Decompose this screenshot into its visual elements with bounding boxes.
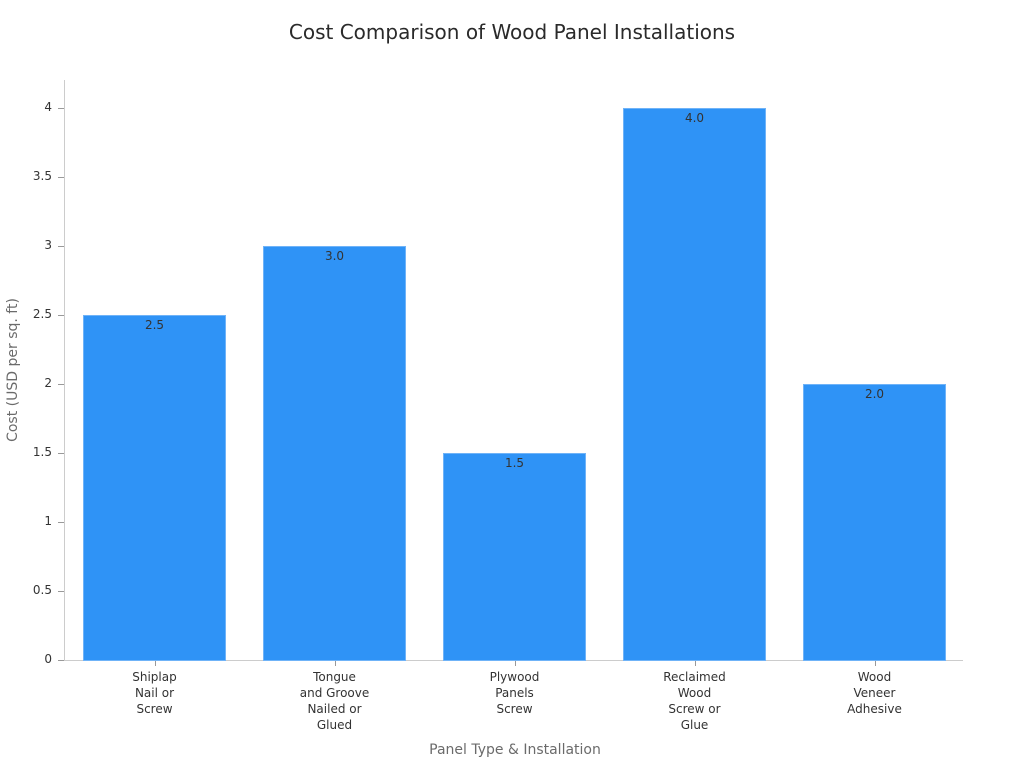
- x-tick: [694, 661, 696, 666]
- y-tick: [58, 522, 64, 523]
- x-tick: [154, 661, 156, 666]
- x-tick: [874, 661, 876, 666]
- bar[interactable]: [803, 384, 946, 661]
- y-tick-label: 1: [44, 514, 52, 528]
- y-tick: [58, 660, 64, 661]
- y-tick-label: 0.5: [32, 583, 52, 597]
- y-tick: [58, 591, 64, 592]
- bar-value-label: 2.0: [864, 387, 885, 401]
- y-tick-label: 3: [44, 238, 52, 252]
- y-tick-label: 2.5: [32, 307, 52, 321]
- y-tick: [58, 246, 64, 247]
- bar-value-label: 3.0: [324, 249, 345, 263]
- x-tick-label: Plywood Panels Screw: [489, 670, 540, 716]
- y-tick: [58, 384, 64, 385]
- y-axis-line: [64, 80, 65, 661]
- chart-title: Cost Comparison of Wood Panel Installati…: [288, 20, 736, 44]
- x-axis-title: Panel Type & Installation: [429, 742, 601, 758]
- y-tick-label: 1.5: [32, 445, 52, 459]
- y-tick-label: 2: [44, 376, 52, 390]
- y-tick: [58, 177, 64, 178]
- y-axis-title: Cost (USD per sq. ft): [5, 298, 21, 442]
- bar-value-label: 4.0: [684, 111, 705, 125]
- bar-value-label: 2.5: [144, 318, 165, 332]
- y-tick: [58, 453, 64, 454]
- x-tick-label: Reclaimed Wood Screw or Glue: [663, 670, 726, 732]
- x-tick-label: Wood Veneer Adhesive: [847, 670, 902, 716]
- bar-value-label: 1.5: [504, 456, 525, 470]
- bar[interactable]: [623, 108, 766, 661]
- y-tick-label: 3.5: [32, 169, 52, 183]
- y-tick-label: 4: [44, 100, 52, 114]
- y-tick: [58, 108, 64, 109]
- x-tick: [514, 661, 516, 666]
- bar[interactable]: [263, 246, 406, 661]
- bar[interactable]: [83, 315, 226, 661]
- bar[interactable]: [443, 453, 586, 661]
- x-tick-label: Tongue and Groove Nailed or Glued: [299, 670, 370, 732]
- x-tick-label: Shiplap Nail or Screw: [132, 670, 177, 716]
- y-tick: [58, 315, 64, 316]
- x-tick: [334, 661, 336, 666]
- y-tick-label: 0: [44, 652, 52, 666]
